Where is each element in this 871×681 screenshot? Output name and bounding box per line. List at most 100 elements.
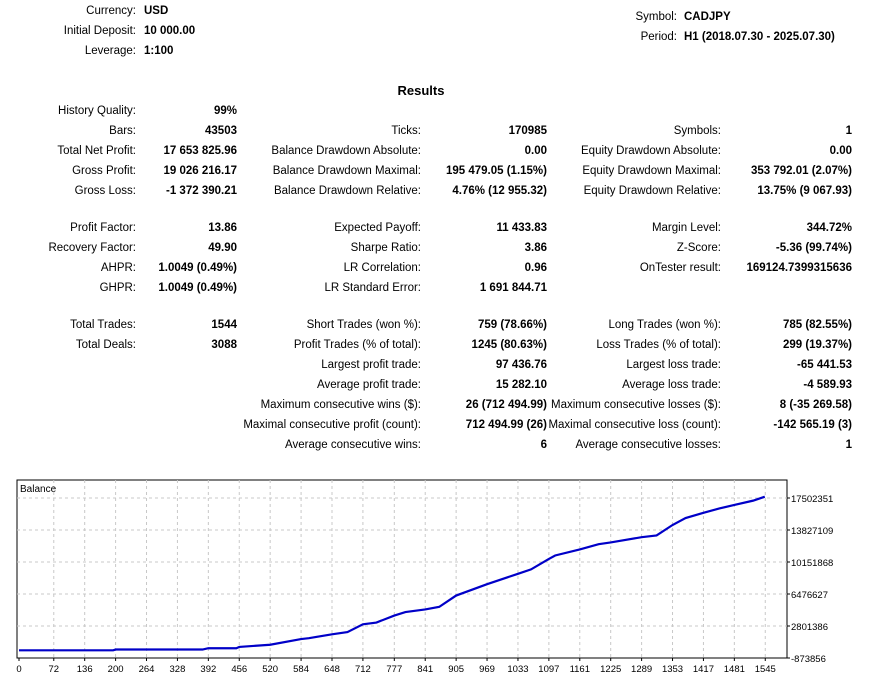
x-tick-label: 1353 [662,664,683,675]
stat-label: Balance Drawdown Relative: [273,185,421,197]
header-label: Initial Deposit: [63,25,136,37]
y-tick-label: 10151868 [791,558,833,569]
x-tick-label: 841 [417,664,433,675]
stat-label: Average consecutive losses: [575,439,721,451]
stat-value: 15 282.10 [495,379,547,391]
stat-value: 1245 (80.63%) [471,339,547,351]
x-tick-label: 200 [108,664,124,675]
stat-value: -5.36 (99.74%) [775,242,852,254]
stat-label: Z-Score: [676,242,721,254]
x-tick-label: 905 [448,664,464,675]
x-tick-label: 712 [355,664,371,675]
x-tick-label: 392 [200,664,216,675]
x-tick-label: 1289 [631,664,652,675]
x-tick-label: 328 [170,664,186,675]
stat-label: Ticks: [391,125,421,137]
stat-value: -65 441.53 [797,359,852,371]
header-label: Period: [640,31,677,43]
header-value: 1:100 [144,45,174,57]
stat-label: Expected Payoff: [334,222,421,234]
stat-label: Largest profit trade: [321,359,421,371]
plot-area [16,479,788,659]
stat-label: Profit Factor: [70,222,136,234]
stat-label: Largest loss trade: [626,359,721,371]
balance-line [19,495,766,652]
y-tick-label: -873856 [791,654,826,665]
stat-label: Average consecutive wins: [285,439,421,451]
stat-value: 4.76% (12 955.32) [452,185,547,197]
chart-title: Balance [20,484,57,495]
y-tick-label: 13827109 [791,526,833,537]
stat-label: Equity Drawdown Relative: [583,185,721,197]
stat-label: LR Correlation: [343,262,421,274]
header-label: Leverage: [84,45,136,57]
stat-value: 43503 [205,125,237,137]
stat-value: 1 691 844.71 [479,282,547,294]
stat-label: History Quality: [58,105,136,117]
stat-label: Maximal consecutive loss (count): [548,419,721,431]
stat-value: 195 479.05 (1.15%) [445,165,547,177]
stat-value: 299 (19.37%) [782,339,852,351]
x-tick-label: 648 [324,664,340,675]
stat-label: Total Deals: [75,339,136,351]
results-title: Results [397,83,445,98]
stat-value: 11 433.83 [496,222,547,234]
header-label: Currency: [86,5,136,17]
stat-value: 17 653 825.96 [163,145,237,157]
header-label: Symbol: [635,11,677,23]
stat-label: Balance Drawdown Maximal: [272,165,421,177]
header-value: CADJPY [684,11,731,23]
stat-value: 0.00 [524,145,547,157]
stat-value: 3088 [211,339,237,351]
stat-label: Equity Drawdown Absolute: [581,145,721,157]
stat-label: Profit Trades (% of total): [293,339,421,351]
stat-label: Equity Drawdown Maximal: [582,165,721,177]
x-tick-label: 584 [293,664,309,675]
stat-label: AHPR: [100,262,136,274]
stat-label: LR Standard Error: [324,282,421,294]
stat-value: 1 [845,439,852,451]
stat-value: 13.86 [208,222,237,234]
x-tick-label: 1161 [570,664,590,675]
stat-value: 26 (712 494.99) [465,399,547,411]
stat-label: Recovery Factor: [48,242,136,254]
stat-label: GHPR: [99,282,136,294]
balance-chart: 0 72 136 200 264 328 392 456 520 584 648 712 777 841 9… [16,479,833,675]
stat-value: -142 565.19 (3) [773,419,852,431]
stat-value: 169124.7399315636 [746,262,852,274]
stat-value: 785 (82.55%) [782,319,852,331]
x-tick-label: 969 [479,664,495,675]
stat-value: 1 [845,125,852,137]
x-tick-label: 264 [139,664,155,675]
stat-label: Average profit trade: [317,379,421,391]
x-tick-label: 1097 [538,664,559,675]
stat-label: Gross Profit: [72,165,136,177]
stat-value: 353 792.01 (2.07%) [750,165,852,177]
stat-label: Average loss trade: [622,379,721,391]
x-tick-label: 72 [48,664,59,675]
x-tick-label: 777 [386,664,402,675]
stat-value: 0.96 [524,262,547,274]
stat-value: -4 589.93 [803,379,852,391]
stat-value: 1544 [211,319,237,331]
stat-value: -1 372 390.21 [166,185,237,197]
x-tick-label: 1225 [600,664,621,675]
stat-label: Maximal consecutive profit (count): [243,419,421,431]
stat-label: Total Net Profit: [57,145,136,157]
stat-value: 0.00 [829,145,852,157]
stat-label: Gross Loss: [74,185,136,197]
x-tick-label: 1417 [693,664,714,675]
stat-label: OnTester result: [639,262,721,274]
stat-value: 19 026 216.17 [163,165,237,177]
stat-value: 97 436.76 [495,359,547,371]
header-value: USD [144,5,169,17]
x-tick-label: 1481 [724,664,745,675]
stat-value: 1.0049 (0.49%) [158,282,237,294]
x-tick-label: 1545 [755,664,776,675]
stat-value: 1.0049 (0.49%) [158,262,237,274]
stat-value: 13.75% (9 067.93) [757,185,852,197]
stat-value: 49.90 [208,242,237,254]
stat-label: Loss Trades (% of total): [596,339,721,351]
stat-value: 6 [540,439,547,451]
y-tick-label: 6476627 [791,590,828,601]
